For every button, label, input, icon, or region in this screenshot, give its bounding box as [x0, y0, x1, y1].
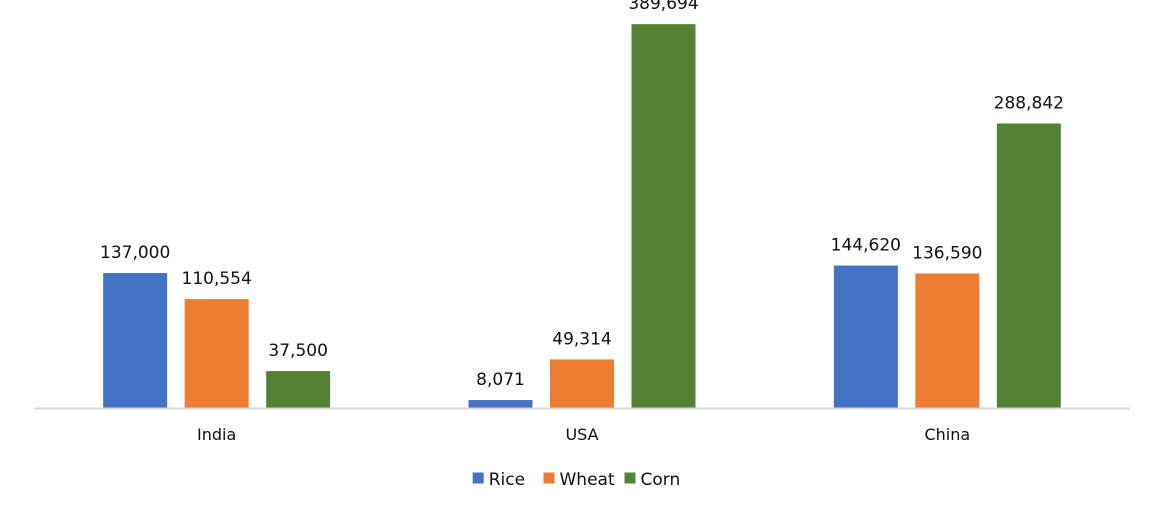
- category-labels-layer: India USA China: [197, 425, 970, 444]
- data-label-usa-rice: 8,071: [476, 370, 525, 390]
- data-label-usa-wheat: 49,314: [552, 329, 611, 349]
- legend: Rice Wheat Corn: [472, 470, 681, 490]
- bar-usa-corn: [631, 24, 696, 409]
- category-label-india: India: [197, 425, 236, 444]
- bar-usa-rice: [468, 400, 533, 408]
- legend-label-rice: Rice: [489, 470, 525, 490]
- bar-china-wheat: [915, 273, 980, 408]
- data-label-china-corn: 288,842: [994, 93, 1064, 113]
- bar-china-rice: [833, 265, 898, 408]
- legend-swatch-wheat: [543, 472, 555, 484]
- legend-label-corn: Corn: [641, 470, 681, 490]
- category-label-usa: USA: [565, 425, 598, 444]
- legend-label-wheat: Wheat: [560, 470, 615, 490]
- data-label-india-wheat: 110,554: [182, 269, 252, 289]
- bars-layer: [103, 24, 1061, 409]
- bar-china-corn: [996, 123, 1061, 408]
- legend-swatch-corn: [624, 472, 636, 484]
- data-label-usa-corn: 389,694: [628, 0, 698, 14]
- category-label-china: China: [924, 425, 970, 444]
- bar-usa-wheat: [550, 359, 614, 408]
- data-label-china-wheat: 136,590: [912, 243, 982, 263]
- bar-india-wheat: [184, 299, 249, 408]
- data-label-india-corn: 37,500: [268, 341, 327, 361]
- data-label-china-rice: 144,620: [831, 236, 901, 256]
- data-labels-layer: 137,000 110,554 37,500 8,071 49,314 389,694 14…: [100, 0, 1064, 390]
- legend-swatch-rice: [472, 472, 484, 484]
- bar-india-corn: [266, 371, 331, 408]
- data-label-india-rice: 137,000: [100, 243, 170, 263]
- bar-india-rice: [103, 273, 168, 408]
